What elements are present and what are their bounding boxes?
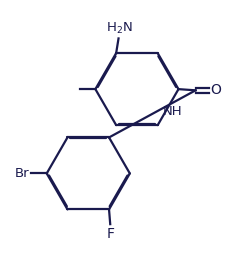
- Text: O: O: [210, 83, 221, 97]
- Text: H$_2$N: H$_2$N: [106, 20, 133, 35]
- Text: Br: Br: [15, 167, 29, 180]
- Text: F: F: [106, 227, 114, 241]
- Text: NH: NH: [163, 105, 183, 118]
